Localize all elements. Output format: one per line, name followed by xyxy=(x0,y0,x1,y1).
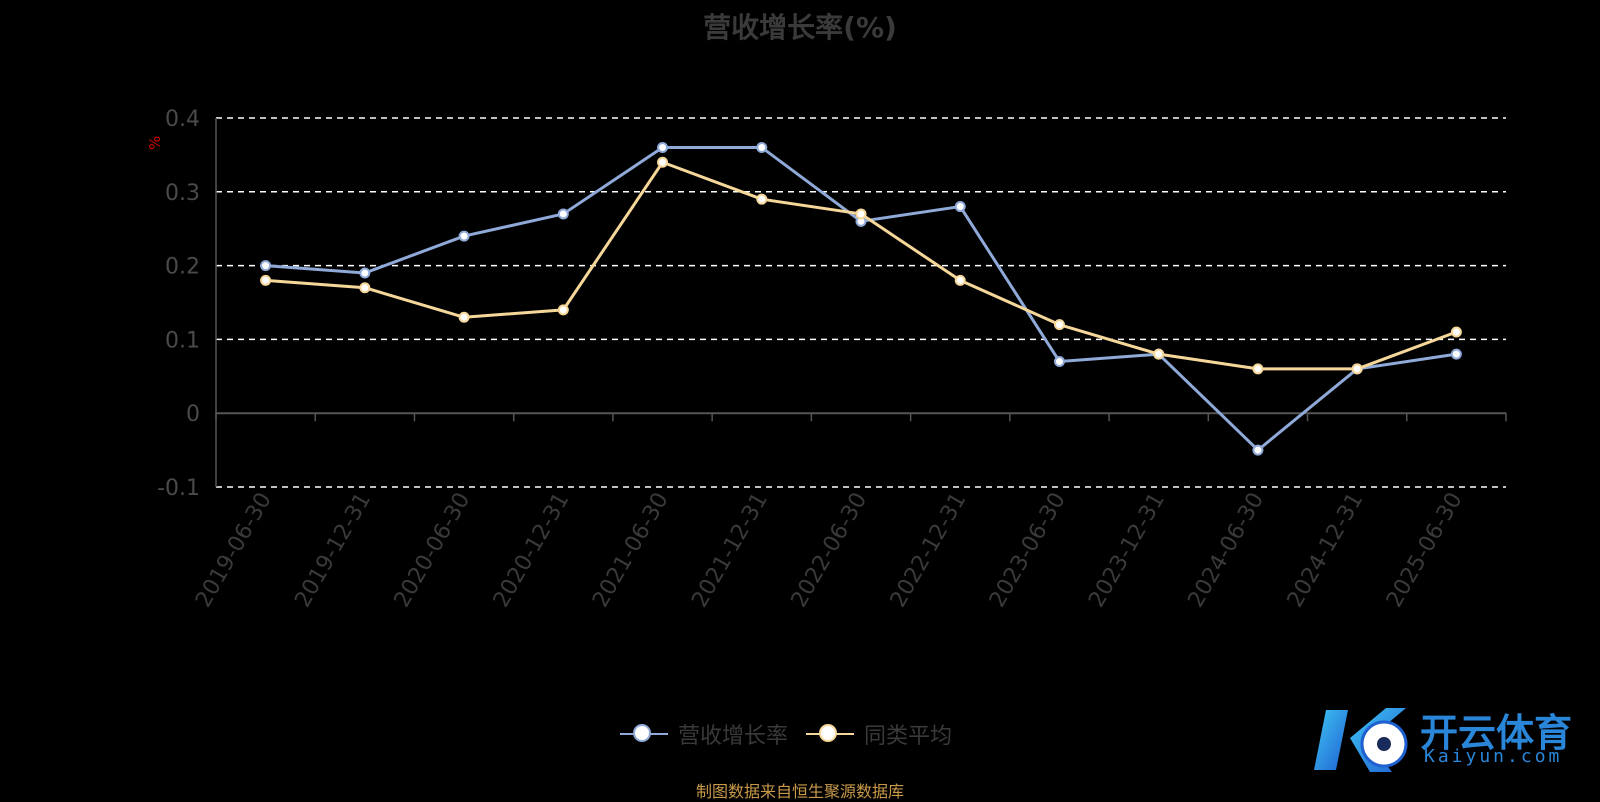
legend-item-series-2[interactable]: 同类平均 xyxy=(806,718,952,750)
data-point xyxy=(657,156,669,168)
source-note: 制图数据来自恒生聚源数据库 xyxy=(695,782,904,801)
data-point xyxy=(260,260,272,272)
data-point xyxy=(756,193,768,205)
y-axis-unit-label: % xyxy=(146,135,164,150)
data-point xyxy=(458,311,470,323)
data-point xyxy=(1450,348,1462,360)
x-tick-label: 2020-06-30 xyxy=(390,488,476,611)
legend-label: 同类平均 xyxy=(864,724,953,749)
x-tick-label: 2019-12-31 xyxy=(290,489,376,612)
y-tick-label: 0.2 xyxy=(165,255,200,280)
x-tick-label: 2024-12-31 xyxy=(1283,489,1369,612)
y-tick-label: 0.1 xyxy=(165,328,200,353)
x-tick-label: 2023-12-31 xyxy=(1084,489,1170,612)
watermark-logo: 开云体育 Kaiyun.com xyxy=(1308,700,1588,780)
data-point xyxy=(1252,363,1264,375)
legend-marker-icon xyxy=(806,724,855,744)
x-tick-label: 2023-06-30 xyxy=(985,489,1071,612)
series-line xyxy=(265,146,1457,452)
legend-label: 营收增长率 xyxy=(678,724,789,749)
data-point xyxy=(1351,363,1363,375)
legend: 营收增长率 同类平均 xyxy=(620,718,952,750)
data-point xyxy=(1053,319,1065,331)
x-tick-label: 2021-12-31 xyxy=(687,489,773,612)
y-tick-label: 0 xyxy=(186,402,200,427)
x-tick-label: 2022-06-30 xyxy=(787,489,873,612)
x-tick-label: 2020-12-31 xyxy=(489,489,575,612)
x-tick-label: 2019-06-30 xyxy=(191,489,277,612)
data-point xyxy=(1153,348,1165,360)
data-point xyxy=(1252,444,1264,456)
data-point xyxy=(359,267,371,279)
data-point xyxy=(756,142,768,154)
kaiyun-logo-icon xyxy=(1314,708,1408,772)
data-point xyxy=(954,201,966,213)
watermark-domain: Kaiyun.com xyxy=(1424,746,1563,767)
watermark-name: 开云体育 xyxy=(1420,711,1573,755)
chart-title: 营收增长率(%) xyxy=(703,11,897,44)
data-point xyxy=(1450,326,1462,338)
x-tick-label: 2022-12-31 xyxy=(886,488,972,611)
data-point xyxy=(458,230,470,242)
data-point xyxy=(557,304,569,316)
legend-item-series-1[interactable]: 营收增长率 xyxy=(620,718,788,750)
data-point xyxy=(557,208,569,220)
x-tick-label: 2025-06-30 xyxy=(1382,489,1468,612)
data-point xyxy=(954,274,966,286)
data-point xyxy=(657,142,669,154)
data-point xyxy=(1053,356,1065,368)
x-tick-label: 2024-06-30 xyxy=(1184,489,1270,612)
y-tick-label: -0.1 xyxy=(157,476,200,501)
y-tick-label: 0.4 xyxy=(165,107,200,132)
x-tick-label: 2021-06-30 xyxy=(588,489,674,612)
legend-marker-icon xyxy=(620,724,668,744)
y-tick-label: 0.3 xyxy=(165,181,200,206)
data-point xyxy=(260,274,272,286)
data-point xyxy=(855,208,867,220)
data-point xyxy=(359,282,371,294)
